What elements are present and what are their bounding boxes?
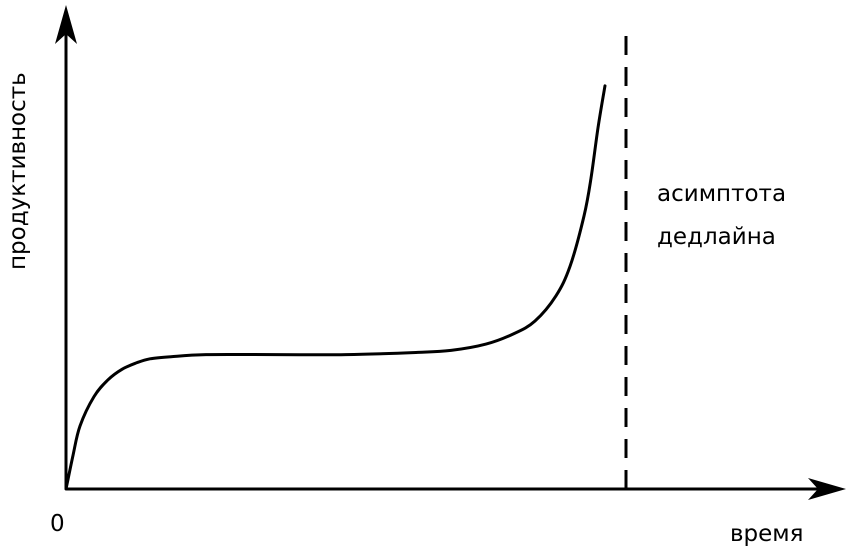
y-axis-arrow <box>55 5 77 44</box>
asymptote-label-line-2: дедлайна <box>657 224 776 250</box>
x-axis-arrow <box>808 478 846 500</box>
origin-label: 0 <box>50 511 65 537</box>
y-axis-label: продуктивность <box>5 72 31 270</box>
x-axis-label: время <box>730 521 804 547</box>
series-line <box>64 84 607 491</box>
asymptote-label-line-1: асимптота <box>657 181 786 207</box>
